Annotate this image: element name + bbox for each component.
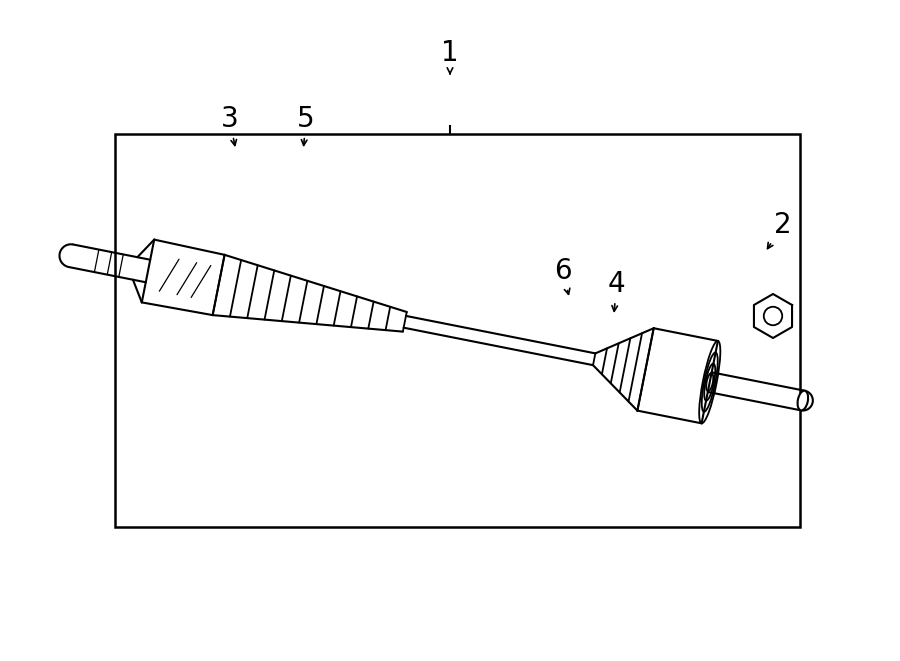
Text: 1: 1 — [441, 39, 459, 73]
Text: 5: 5 — [297, 105, 315, 145]
Ellipse shape — [797, 391, 808, 410]
Text: 2: 2 — [768, 211, 792, 249]
Text: 6: 6 — [554, 257, 572, 294]
Bar — [115, 134, 800, 527]
Text: 4: 4 — [608, 270, 625, 311]
Text: 3: 3 — [220, 105, 238, 145]
